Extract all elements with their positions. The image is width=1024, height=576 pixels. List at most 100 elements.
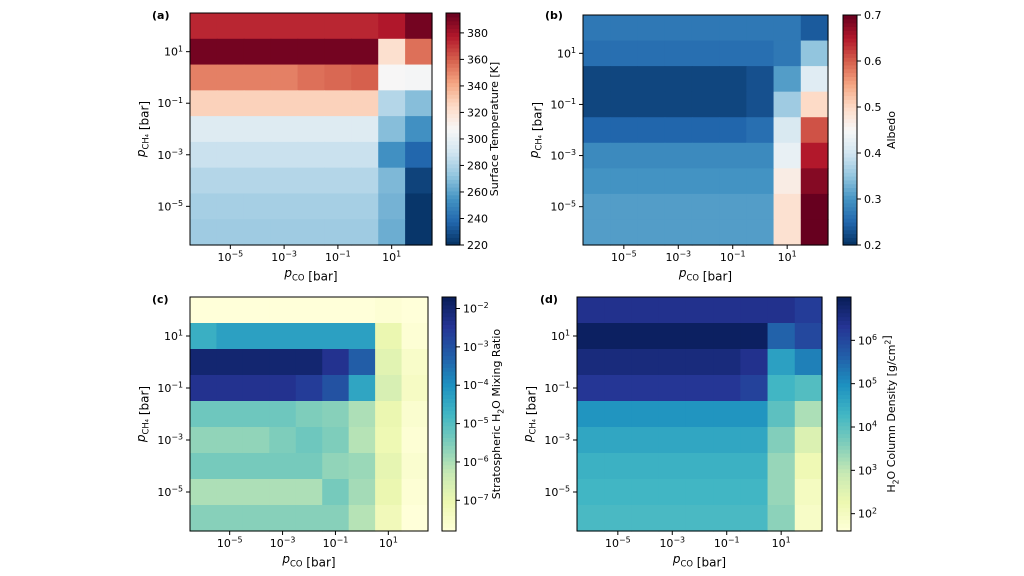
- heatmap-cell: [378, 90, 406, 117]
- colorbar-segment: [837, 324, 851, 329]
- colorbar-segment: [837, 433, 851, 438]
- colorbar-segment: [442, 394, 456, 399]
- heatmap-cell: [664, 219, 693, 246]
- heatmap-cell: [637, 193, 666, 221]
- heatmap-cell: [794, 375, 823, 402]
- colorbar-segment: [446, 175, 460, 180]
- colorbar: 0.7 0.6 0.5 0.4 0.3 0.2 Albedo: [842, 9, 898, 252]
- colorbar-segment: [446, 132, 460, 138]
- colorbar-segment: [837, 484, 851, 489]
- heatmap-cell: [685, 479, 714, 506]
- colorbar-frame: [842, 14, 858, 246]
- colorbar-segment: [843, 179, 857, 185]
- heatmap-cell: [269, 375, 297, 402]
- colorbar-segment: [843, 141, 857, 146]
- colorbar-tick-label: 103: [858, 463, 877, 477]
- x-axis-label: pCO [bar]: [678, 266, 732, 284]
- heatmap-cell: [637, 66, 666, 93]
- colorbar-segment: [446, 198, 460, 204]
- heatmap-cell: [295, 505, 323, 532]
- heatmap-cell: [216, 349, 244, 376]
- heatmap-cell: [324, 13, 352, 40]
- heatmap-cell: [740, 297, 769, 324]
- colorbar-segment: [446, 24, 460, 30]
- heatmap-cell: [270, 193, 299, 220]
- heatmap-cell: [746, 168, 775, 195]
- colorbar-segment: [446, 148, 460, 153]
- y-tick-label: 101: [557, 46, 576, 60]
- colorbar-segment: [442, 297, 456, 302]
- colorbar-segment: [442, 429, 456, 435]
- colorbar-tick-label: 220: [467, 239, 488, 252]
- heatmap-cell: [800, 15, 829, 42]
- colorbar-tick-label: 10−2: [463, 301, 489, 315]
- colorbar-segment: [442, 511, 456, 516]
- heatmap-cell: [324, 219, 352, 246]
- colorbar-segment: [843, 153, 857, 158]
- colorbar-segment: [837, 480, 851, 485]
- colorbar-tick-label: 10−5: [463, 416, 489, 430]
- heatmap-cell: [637, 15, 666, 42]
- colorbar-segment: [837, 414, 851, 419]
- heatmap-cell: [631, 479, 660, 506]
- colorbar-segment: [442, 410, 456, 415]
- colorbar-segment: [843, 95, 857, 100]
- colorbar-tick-label: 280: [467, 159, 488, 172]
- colorbar-tick-label: 380: [467, 27, 488, 40]
- colorbar-segment: [446, 237, 460, 242]
- colorbar-segment: [843, 214, 857, 219]
- colorbar-segment: [837, 476, 851, 481]
- colorbar-label: Surface Temperature [K]: [488, 62, 501, 196]
- heatmap-cell: [658, 297, 687, 324]
- heatmap-cell: [401, 349, 429, 376]
- heatmap-cell: [322, 401, 350, 428]
- axes-frame: [576, 296, 823, 532]
- colorbar-segment: [446, 36, 460, 41]
- heatmap-cell: [719, 193, 747, 221]
- x-tick-label: 10−5: [218, 250, 244, 264]
- heatmap-cell: [800, 91, 829, 118]
- colorbar-segment: [446, 74, 460, 80]
- heatmap-cell: [658, 401, 687, 428]
- colorbar-segment: [446, 121, 460, 126]
- heatmap-cell: [767, 427, 796, 454]
- y-tick-label: 101: [164, 44, 183, 58]
- colorbar-segment: [446, 78, 460, 84]
- colorbar-tick-label: 10−6: [463, 455, 489, 469]
- heatmap-cell: [269, 427, 297, 454]
- colorbar-segment: [442, 488, 456, 493]
- heatmap-cell: [658, 479, 687, 506]
- colorbar-segment: [442, 523, 456, 528]
- colorbar-segment: [442, 402, 456, 407]
- colorbar-segment: [837, 398, 851, 403]
- heatmap-cell: [297, 64, 326, 91]
- heatmap-cell: [794, 349, 823, 376]
- colorbar-tick-label: 10−4: [463, 378, 489, 392]
- heatmap-cell: [713, 505, 741, 532]
- heatmap-cell: [242, 479, 270, 506]
- heatmap-cell: [800, 219, 829, 246]
- colorbar-segment: [837, 445, 851, 450]
- heatmap-cell: [658, 349, 687, 376]
- heatmap-cell: [242, 427, 270, 454]
- colorbar-segment: [446, 167, 460, 173]
- heatmap-cell: [322, 375, 350, 402]
- heatmap-cell: [243, 116, 272, 143]
- heatmap-cell: [351, 167, 379, 195]
- colorbar-segment: [843, 149, 857, 154]
- colorbar-segment: [442, 406, 456, 411]
- colorbar-segment: [843, 191, 857, 196]
- y-tick-label: 10−3: [550, 148, 576, 162]
- heatmap-cell: [269, 297, 297, 324]
- colorbar-segment: [442, 527, 456, 532]
- colorbar-segment: [442, 468, 456, 474]
- colorbar-segment: [837, 363, 851, 368]
- x-tick-label: 10−1: [720, 250, 746, 264]
- colorbar-segment: [843, 15, 857, 20]
- colorbar-segment: [837, 312, 851, 318]
- colorbar-segment: [442, 437, 456, 442]
- colorbar-segment: [843, 87, 857, 93]
- heatmap-cell: [794, 427, 823, 454]
- heatmap-cell: [713, 427, 741, 454]
- colorbar-frame: [441, 296, 457, 532]
